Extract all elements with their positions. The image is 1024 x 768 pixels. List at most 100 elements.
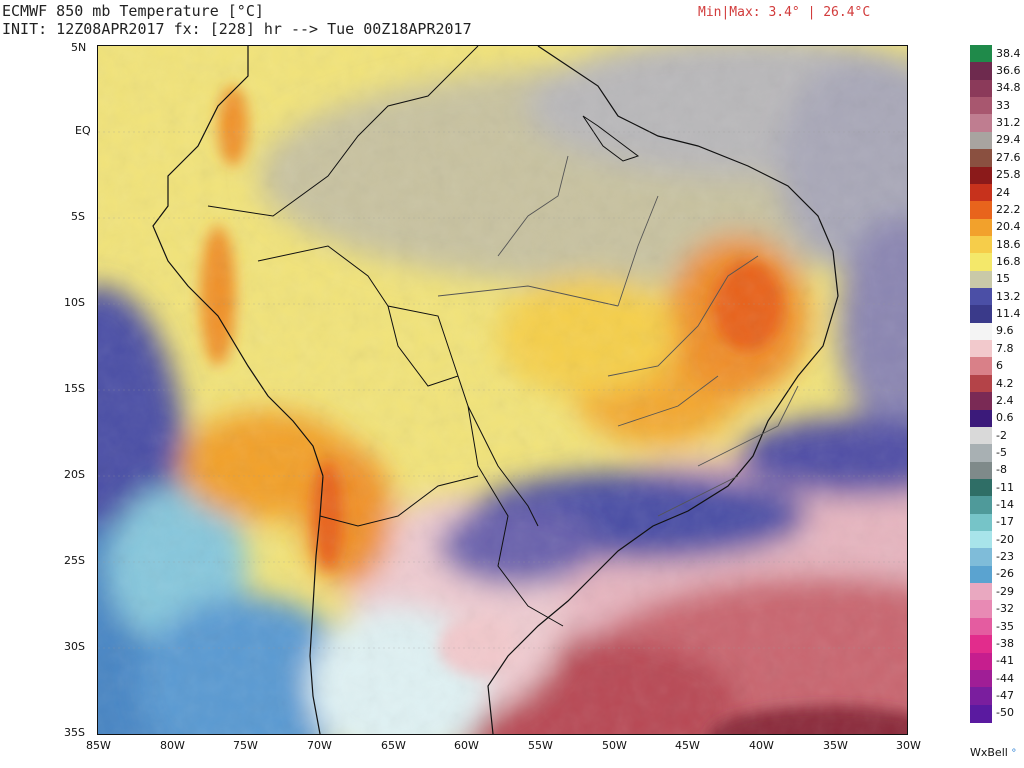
lon-label-50w: 50W bbox=[602, 739, 627, 752]
legend-label: 34.8 bbox=[996, 81, 1021, 95]
legend-swatch bbox=[970, 426, 992, 445]
legend-swatch bbox=[970, 183, 992, 202]
legend-swatch bbox=[970, 340, 992, 359]
legend-label: -47 bbox=[996, 688, 1014, 702]
legend-label: -5 bbox=[996, 445, 1007, 459]
legend-swatch bbox=[970, 374, 992, 393]
legend-label: -29 bbox=[996, 584, 1014, 598]
color-legend bbox=[970, 45, 992, 723]
legend-swatch bbox=[970, 288, 992, 306]
legend-swatch bbox=[970, 704, 992, 723]
wxbell-logo: WxBell ° bbox=[970, 746, 1016, 759]
lon-label-70w: 70W bbox=[307, 739, 332, 752]
legend-swatch bbox=[970, 97, 992, 116]
lon-label-45w: 45W bbox=[675, 739, 700, 752]
legend-label: 29.4 bbox=[996, 133, 1021, 147]
legend-swatch bbox=[970, 305, 992, 324]
legend-swatch bbox=[970, 392, 992, 411]
legend-swatch bbox=[970, 617, 992, 636]
legend-swatch bbox=[970, 62, 992, 81]
lat-label-30s: 30S bbox=[64, 640, 85, 653]
legend-label: -20 bbox=[996, 532, 1014, 546]
legend-swatch bbox=[970, 201, 992, 220]
legend-swatch bbox=[970, 548, 992, 567]
lon-label-75w: 75W bbox=[233, 739, 258, 752]
map-subtitle: INIT: 12Z08APR2017 fx: [228] hr --> Tue … bbox=[2, 20, 472, 38]
legend-label: -38 bbox=[996, 636, 1014, 650]
legend-swatch bbox=[970, 149, 992, 168]
legend-label: 15 bbox=[996, 272, 1010, 286]
legend-label: -44 bbox=[996, 671, 1014, 685]
legend-swatch bbox=[970, 565, 992, 584]
legend-label: 7.8 bbox=[996, 341, 1014, 355]
legend-swatch bbox=[970, 687, 992, 706]
legend-swatch bbox=[970, 635, 992, 654]
legend-swatch bbox=[970, 218, 992, 237]
legend-label: 0.6 bbox=[996, 411, 1014, 425]
lon-label-40w: 40W bbox=[749, 739, 774, 752]
brand-mark: ° bbox=[1011, 748, 1017, 759]
legend-swatch bbox=[970, 583, 992, 602]
legend-label: 4.2 bbox=[996, 376, 1014, 390]
legend-swatch bbox=[970, 461, 992, 480]
legend-label: 13.2 bbox=[996, 289, 1021, 303]
legend-swatch bbox=[970, 513, 992, 532]
legend-label: 22.2 bbox=[996, 202, 1021, 216]
legend-label: 31.2 bbox=[996, 116, 1021, 130]
legend-label: 24 bbox=[996, 185, 1010, 199]
temperature-map bbox=[97, 45, 908, 735]
lat-label-5n: 5N bbox=[71, 41, 87, 54]
lat-label-20s: 20S bbox=[64, 468, 85, 481]
legend-label: -50 bbox=[996, 706, 1014, 720]
legend-swatch bbox=[970, 235, 992, 254]
legend-label: -8 bbox=[996, 463, 1007, 477]
legend-swatch bbox=[970, 79, 992, 98]
min-max-readout: Min|Max: 3.4° | 26.4°C bbox=[698, 5, 871, 20]
lat-label-35s: 35S bbox=[64, 726, 85, 739]
legend-swatch bbox=[970, 669, 992, 688]
lon-label-55w: 55W bbox=[528, 739, 553, 752]
legend-label: 36.6 bbox=[996, 64, 1021, 78]
legend-label: 33 bbox=[996, 98, 1010, 112]
legend-swatch bbox=[970, 496, 992, 515]
legend-swatch bbox=[970, 531, 992, 549]
legend-swatch bbox=[970, 45, 992, 63]
legend-label: 25.8 bbox=[996, 168, 1021, 182]
legend-swatch bbox=[970, 166, 992, 185]
legend-label: 27.6 bbox=[996, 150, 1021, 164]
legend-swatch bbox=[970, 478, 992, 497]
lon-label-85w: 85W bbox=[86, 739, 111, 752]
lat-label-10s: 10S bbox=[64, 296, 85, 309]
legend-swatch bbox=[970, 409, 992, 428]
country-borders bbox=[207, 46, 564, 627]
legend-swatch bbox=[970, 270, 992, 289]
legend-label: 2.4 bbox=[996, 393, 1014, 407]
legend-swatch bbox=[970, 114, 992, 133]
map-title: ECMWF 850 mb Temperature [°C] bbox=[2, 2, 264, 20]
legend-swatch bbox=[970, 131, 992, 150]
legend-swatch bbox=[970, 600, 992, 619]
legend-label: 9.6 bbox=[996, 324, 1014, 338]
legend-label: -11 bbox=[996, 480, 1014, 494]
lon-label-60w: 60W bbox=[454, 739, 479, 752]
brand-name: WxBell bbox=[970, 746, 1008, 759]
legend-swatch bbox=[970, 444, 992, 463]
legend-label: 6 bbox=[996, 359, 1003, 373]
legend-label: -41 bbox=[996, 654, 1014, 668]
lon-label-65w: 65W bbox=[381, 739, 406, 752]
lat-label-eq: EQ bbox=[75, 124, 91, 137]
lat-label-15s: 15S bbox=[64, 382, 85, 395]
continent-coastline bbox=[152, 46, 324, 734]
legend-label: -23 bbox=[996, 550, 1014, 564]
legend-label: 38.4 bbox=[996, 46, 1021, 60]
lon-label-35w: 35W bbox=[823, 739, 848, 752]
lon-label-80w: 80W bbox=[160, 739, 185, 752]
legend-label: 20.4 bbox=[996, 220, 1021, 234]
legend-label: -17 bbox=[996, 515, 1014, 529]
legend-label: -26 bbox=[996, 567, 1014, 581]
map-canvas bbox=[98, 46, 907, 734]
legend-swatch bbox=[970, 652, 992, 671]
legend-swatch bbox=[970, 253, 992, 272]
legend-label: 16.8 bbox=[996, 254, 1021, 268]
legend-label: -14 bbox=[996, 498, 1014, 511]
